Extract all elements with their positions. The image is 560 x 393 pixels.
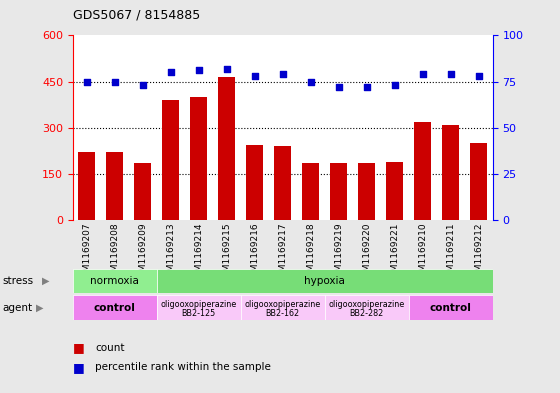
Bar <box>325 295 409 320</box>
Bar <box>162 100 179 220</box>
Point <box>418 71 427 77</box>
Text: BB2-162: BB2-162 <box>266 309 300 318</box>
Bar <box>157 269 493 293</box>
Bar <box>386 162 403 220</box>
Text: control: control <box>94 303 136 312</box>
Point <box>306 79 315 85</box>
Bar <box>73 295 157 320</box>
Bar <box>218 77 235 220</box>
Bar <box>442 125 459 220</box>
Text: stress: stress <box>3 276 34 286</box>
Point <box>194 67 203 73</box>
Text: oligooxopiperazine: oligooxopiperazine <box>161 300 237 309</box>
Bar <box>274 146 291 220</box>
Point <box>138 82 147 88</box>
Point <box>334 84 343 90</box>
Text: ■: ■ <box>73 361 85 374</box>
Point <box>390 82 399 88</box>
Point <box>278 71 287 77</box>
Bar <box>358 163 375 220</box>
Text: agent: agent <box>3 303 33 312</box>
Point <box>446 71 455 77</box>
Text: ■: ■ <box>73 341 85 354</box>
Text: normoxia: normoxia <box>90 276 139 286</box>
Bar <box>409 295 493 320</box>
Bar <box>134 163 151 220</box>
Point <box>362 84 371 90</box>
Point <box>222 66 231 72</box>
Bar <box>78 152 95 220</box>
Bar <box>190 97 207 220</box>
Bar <box>330 163 347 220</box>
Text: percentile rank within the sample: percentile rank within the sample <box>95 362 271 373</box>
Point <box>474 73 483 79</box>
Bar <box>73 269 157 293</box>
Text: control: control <box>430 303 472 312</box>
Point <box>250 73 259 79</box>
Text: hypoxia: hypoxia <box>305 276 345 286</box>
Text: BB2-125: BB2-125 <box>181 309 216 318</box>
Bar <box>106 152 123 220</box>
Text: count: count <box>95 343 125 353</box>
Bar <box>302 163 319 220</box>
Bar <box>246 145 263 220</box>
Text: ▶: ▶ <box>36 303 44 312</box>
Text: GDS5067 / 8154885: GDS5067 / 8154885 <box>73 9 200 22</box>
Bar <box>414 121 431 220</box>
Point <box>82 79 91 85</box>
Text: ▶: ▶ <box>42 276 49 286</box>
Bar <box>470 143 487 220</box>
Text: BB2-282: BB2-282 <box>349 309 384 318</box>
Point <box>166 69 175 75</box>
Text: oligooxopiperazine: oligooxopiperazine <box>329 300 405 309</box>
Text: oligooxopiperazine: oligooxopiperazine <box>245 300 321 309</box>
Bar <box>241 295 325 320</box>
Bar <box>157 295 241 320</box>
Point <box>110 79 119 85</box>
